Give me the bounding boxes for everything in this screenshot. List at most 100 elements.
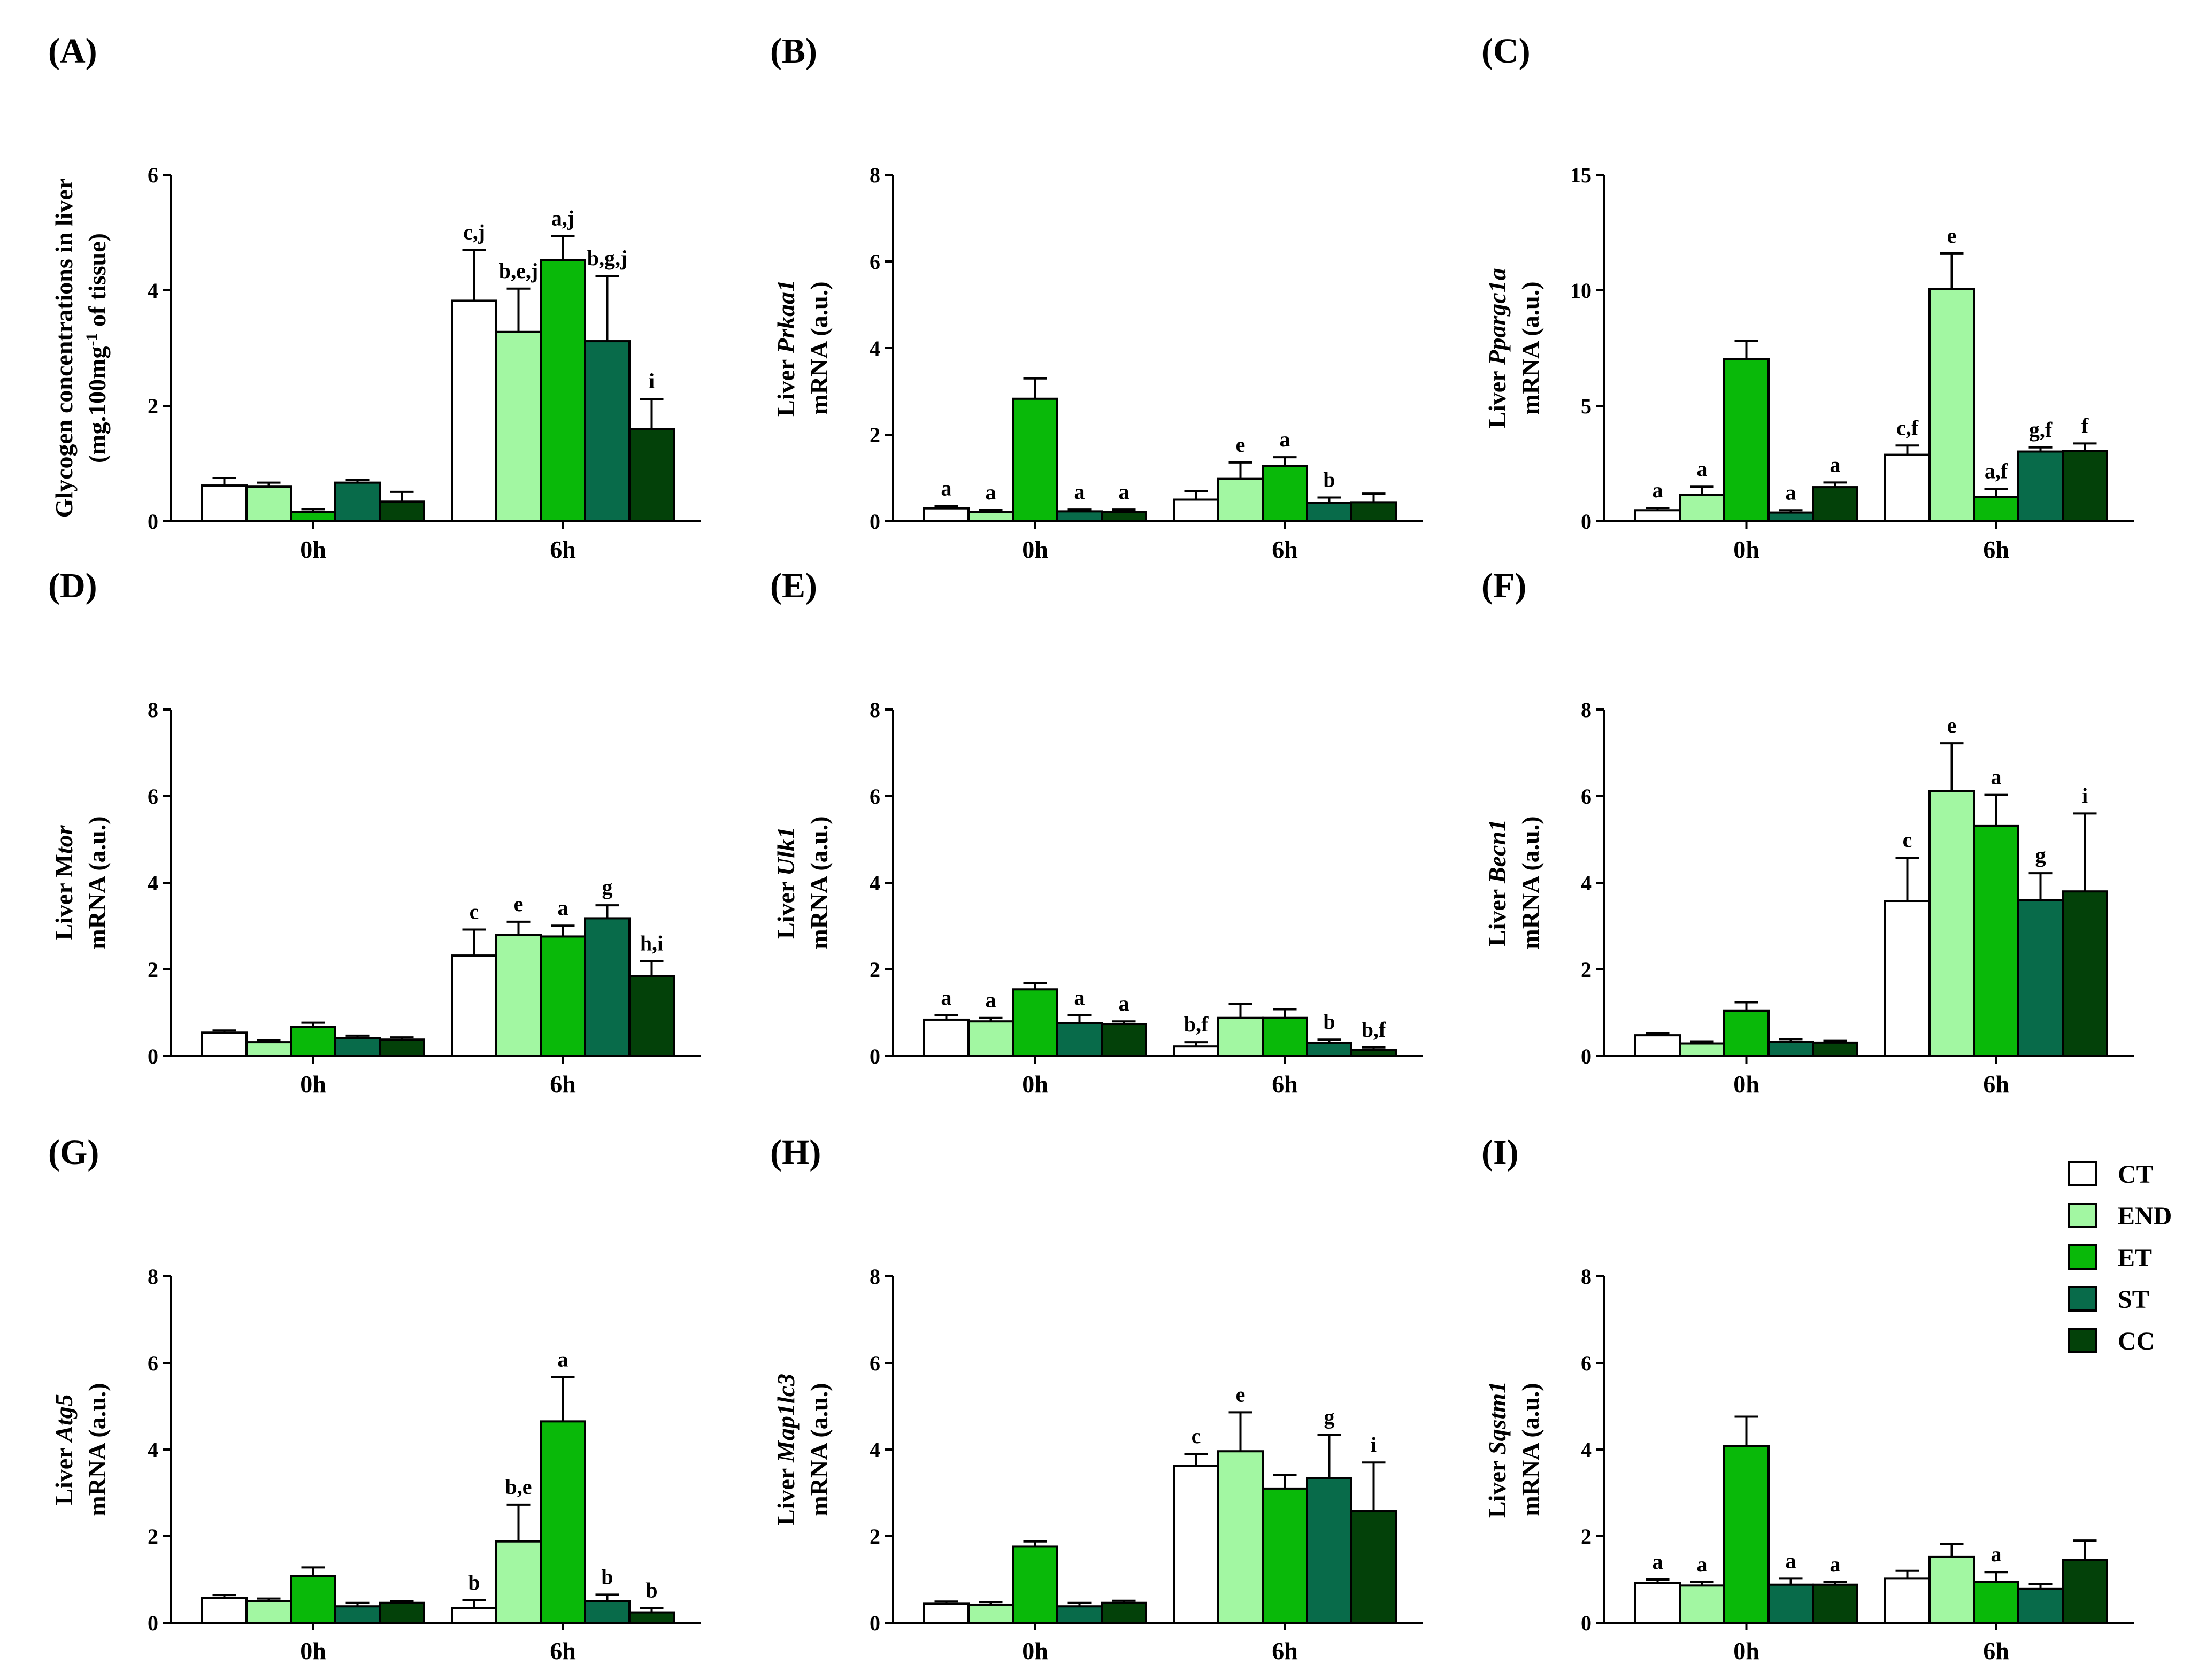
significance-label: e [1947, 224, 1957, 248]
bar-ct [451, 1607, 497, 1624]
y-tick-label: 0 [1581, 510, 1592, 534]
significance-label: i [649, 369, 655, 393]
chart-panel-b: (B) 0 2 4 6 8 Liver Prkaa1 mRNA (a.u.) 0h a a a a 6h e… [770, 32, 1423, 563]
bar-et [1012, 1545, 1058, 1624]
significance-label: i [2082, 783, 2088, 807]
x-category-label: 0h [300, 1070, 326, 1098]
y-axis-label-line: Liver Mtor [50, 824, 78, 940]
bar-st [1056, 510, 1103, 522]
bar-ct [1634, 1582, 1681, 1624]
y-tick-label: 2 [870, 958, 880, 982]
y-tick-label: 4 [870, 1438, 880, 1462]
significance-label: c,f [1896, 415, 1919, 440]
significance-label: a [1697, 457, 1708, 481]
bar-cc [1101, 1023, 1147, 1058]
y-tick-label: 8 [148, 698, 158, 722]
bar-st [1767, 1583, 1814, 1624]
significance-label: e [1236, 1382, 1246, 1406]
bar-end [245, 1041, 292, 1057]
y-tick-label: 6 [148, 1351, 158, 1375]
bar-et [1973, 496, 2019, 523]
y-axis-label-part: tor [50, 824, 78, 854]
bar-end [1928, 790, 1975, 1058]
x-category-label: 0h [300, 536, 326, 563]
y-axis-label-part: Liver [50, 1442, 78, 1505]
chart-panel-a: (A) 0 2 4 6 Glycogen concentrations in liver(… [48, 32, 701, 563]
bar-et [1723, 1445, 1770, 1624]
bar-cc [628, 428, 675, 523]
significance-label: a,f [1985, 459, 2008, 483]
bar-et [540, 259, 586, 522]
y-axis-label-part: Liver [772, 1462, 800, 1525]
significance-label: a [1280, 427, 1290, 451]
bar-et [290, 1026, 336, 1057]
significance-label: a [1119, 991, 1129, 1015]
y-tick-label: 4 [1581, 1438, 1592, 1462]
legend-swatch-et [2068, 1244, 2097, 1270]
bar-st [584, 917, 631, 1058]
significance-label: f [2081, 413, 2089, 437]
bar-ct [923, 1018, 970, 1057]
y-tick-label: 2 [870, 1524, 880, 1548]
y-axis-label-line: mRNA (a.u.) [1517, 816, 1544, 949]
bar-ct [201, 484, 248, 522]
y-tick-label: 0 [1581, 1611, 1592, 1635]
bar-cc [1101, 511, 1147, 522]
y-axis-label-part: Liver [1484, 365, 1511, 428]
x-category-label: 0h [1733, 1637, 1759, 1664]
bar-cc [1350, 1510, 1397, 1624]
bar-st [334, 1605, 381, 1624]
y-axis-label: Liver Prkaa1 mRNA (a.u.) [772, 280, 833, 417]
y-axis-label: Liver Map1lc3 mRNA (a.u.) [772, 1374, 833, 1525]
bar-end [1928, 1555, 1975, 1624]
x-category-label: 6h [1272, 536, 1298, 563]
significance-label: a [1830, 452, 1841, 476]
bar-cc [1812, 486, 1858, 523]
y-tick-label: 6 [148, 163, 158, 187]
y-axis-label-line: Glycogen concentrations in liver [50, 179, 78, 518]
y-axis-label-line: Liver Sqstm1 [1484, 1381, 1511, 1518]
bar-et [1012, 988, 1058, 1058]
significance-label: a [941, 476, 952, 500]
y-tick-label: 6 [870, 784, 880, 808]
significance-label: a [1119, 480, 1129, 504]
x-category-label: 0h [300, 1637, 326, 1664]
bar-ct [1884, 900, 1931, 1058]
bar-cc [1812, 1041, 1858, 1058]
bar-et [540, 935, 586, 1057]
x-category-label: 0h [1733, 1070, 1759, 1098]
bar-ct [1634, 1034, 1681, 1057]
bar-end [245, 1600, 292, 1624]
bar-st [1767, 1041, 1814, 1058]
y-axis-label-line: Liver Atg5 [50, 1394, 78, 1505]
y-axis-label-part: Liver M [50, 854, 78, 940]
bar-end [1217, 477, 1264, 522]
x-category-label: 0h [1022, 1070, 1048, 1098]
bar-st [2017, 899, 2064, 1058]
y-axis-label: Liver Atg5 mRNA (a.u.) [50, 1383, 111, 1516]
significance-label: g,f [2029, 418, 2053, 442]
y-axis-label-part: Ppargc1a [1484, 268, 1511, 365]
bar-st [334, 1037, 381, 1058]
panel-label: (D) [48, 566, 97, 605]
y-tick-label: 6 [870, 250, 880, 274]
y-axis-label-part: Ulk1 [772, 827, 800, 876]
y-axis-label: Liver Ppargc1a mRNA (a.u.) [1484, 268, 1544, 428]
y-axis-label-part: Glycogen concentrations in liver [50, 179, 78, 518]
significance-label: c [1192, 1424, 1201, 1448]
significance-label: a [1074, 480, 1085, 504]
y-axis-label-line: mRNA (a.u.) [805, 281, 833, 414]
chart-panel-c: (C) 0 5 10 15 Liver Ppargc1a mRNA (a.u.) 0h a a a a… [1481, 32, 2134, 563]
y-tick-label: 0 [148, 510, 158, 534]
panel-label: (C) [1481, 32, 1531, 71]
bar-ct [1884, 453, 1931, 522]
y-axis-label-part: Sqstm1 [1484, 1381, 1511, 1455]
bar-end [1217, 1016, 1264, 1057]
panel-label: (G) [48, 1133, 99, 1172]
bar-et [1723, 358, 1770, 523]
bar-st [2017, 1587, 2064, 1624]
y-tick-label: 4 [870, 336, 880, 360]
y-tick-label: 4 [148, 1438, 158, 1462]
panel-label: (B) [770, 32, 817, 71]
